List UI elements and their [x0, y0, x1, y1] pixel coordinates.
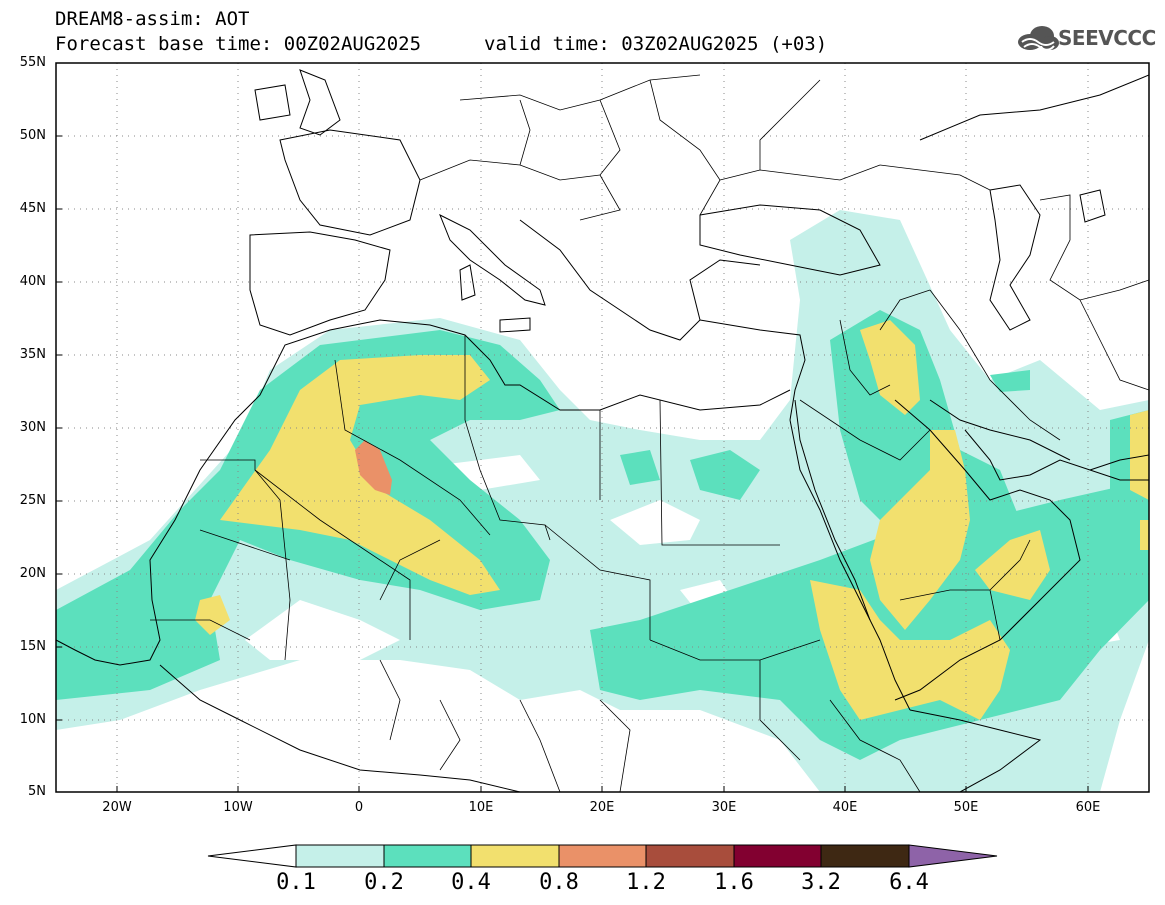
- lon-label: 40E: [832, 800, 858, 815]
- valid-time: valid time: 03Z02AUG2025 (+03): [484, 33, 828, 55]
- colorbar-label: 0.4: [451, 870, 491, 895]
- lat-label: 20N: [19, 566, 46, 581]
- lon-label: 60E: [1075, 800, 1101, 815]
- colorbar-cell-1: [383, 844, 472, 868]
- borders: [150, 74, 1149, 792]
- colorbar-label: 1.2: [626, 870, 666, 895]
- forecast-base-time: Forecast base time: 00Z02AUG2025: [55, 33, 422, 55]
- colorbar-cell-3: [558, 844, 647, 868]
- axis-ticks: [56, 62, 1089, 792]
- colorbar-high-arrow: [908, 844, 998, 868]
- colorbar-label: 0.1: [276, 870, 316, 895]
- colorbar-label: 6.4: [889, 870, 929, 895]
- colorbar-label: 3.2: [801, 870, 841, 895]
- colorbar-cell-0: [295, 844, 385, 868]
- colorbar-label: 0.8: [539, 870, 579, 895]
- lat-label: 15N: [19, 639, 46, 654]
- lat-label: 50N: [19, 128, 46, 143]
- lat-label: 5N: [28, 784, 46, 799]
- colorbar-cell-6: [820, 844, 910, 868]
- lat-label: 35N: [19, 347, 46, 362]
- lon-label: 0: [354, 800, 364, 815]
- graticule: [56, 63, 1149, 792]
- aot-level-0-8: [355, 440, 392, 495]
- lon-label: 10E: [468, 800, 494, 815]
- cloud-logo-icon: [1018, 26, 1059, 51]
- lat-label: 25N: [19, 493, 46, 508]
- lon-label: 20W: [102, 800, 132, 815]
- lon-label: 20E: [589, 800, 615, 815]
- lat-label: 55N: [19, 55, 46, 70]
- lon-label: 30E: [711, 800, 737, 815]
- lat-label: 10N: [19, 712, 46, 727]
- map-title: DREAM8-assim: AOT: [55, 8, 250, 30]
- colorbar: [207, 844, 998, 868]
- lat-label: 30N: [19, 420, 46, 435]
- lat-label: 45N: [19, 201, 46, 216]
- colorbar-cell-2: [470, 844, 560, 868]
- colorbar-low-arrow: [207, 844, 297, 868]
- colorbar-label: 1.6: [714, 870, 754, 895]
- colorbar-cell-5: [733, 844, 822, 868]
- lat-label: 40N: [19, 274, 46, 289]
- coastlines: [56, 69, 1149, 792]
- colorbar-label: 0.2: [364, 870, 404, 895]
- logo-text: SEEVCCC: [1058, 26, 1156, 50]
- colorbar-cell-4: [645, 844, 735, 868]
- lon-label: 10W: [223, 800, 253, 815]
- lon-label: 50E: [953, 800, 979, 815]
